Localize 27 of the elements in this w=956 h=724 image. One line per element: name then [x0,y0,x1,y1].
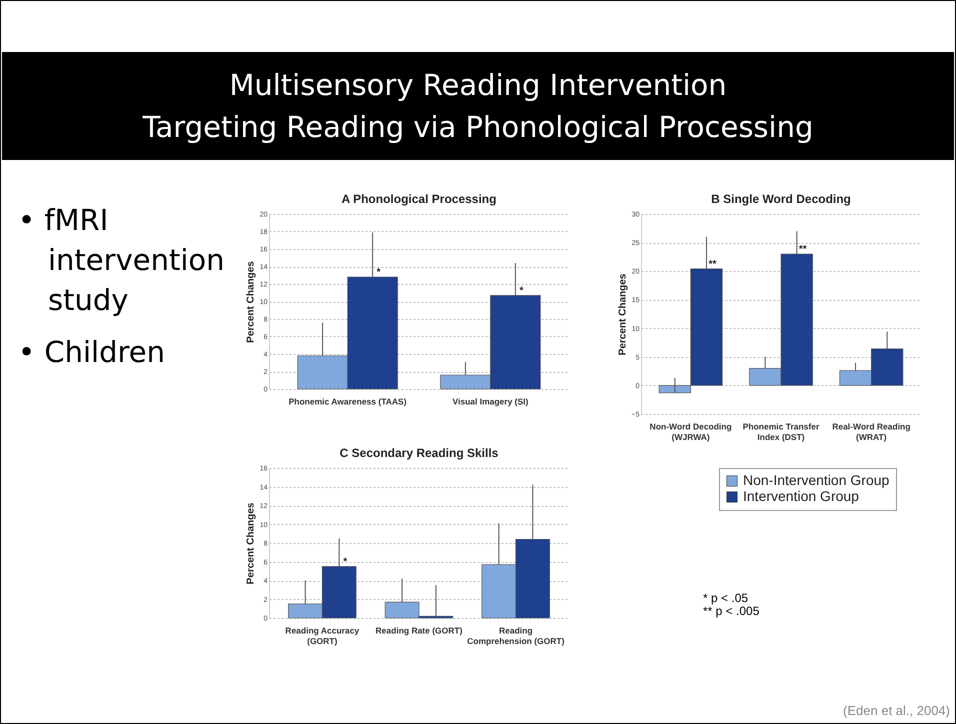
x-tick-label: Reading Accuracy (GORT) [285,626,360,646]
text: (Eden et al., 2004) [843,703,950,718]
legend-label: Intervention Group [743,488,860,504]
x-tick-label: Phonemic Transfer Index (DST) [742,422,820,442]
x-tick-label: Real-Word Reading (WRAT) [832,422,910,442]
text: Multisensory Reading Intervention Targeting Reading via Phonological Processing [2,52,954,160]
text: ** p < .005 [703,604,760,618]
x-tick-label: Non-Word Decoding (WJRWA) [650,422,732,442]
text: * p < .05 [703,591,748,605]
annotation: * [519,285,524,296]
annotation: * [376,267,381,278]
y-axis-title: Percent Changes [618,273,629,356]
x-tick-label: Phonemic Awareness (TAAS) [288,396,407,406]
chart-title: A Phonological Processing [342,192,496,206]
y-axis-title: Percent Changes [246,502,257,584]
chart-title: C Secondary Reading Skills [340,446,499,460]
annotation: ** [798,244,807,255]
legend-label: Non-Intervention Group [743,472,890,488]
chart-title: B Single Word Decoding [711,192,851,206]
y-axis-title: Percent Changes [246,260,257,343]
x-tick-label: Reading Rate (GORT) [376,626,463,636]
text: • fMRI intervention study [18,202,226,319]
text: • Children [18,334,166,371]
x-tick-label: Reading Comprehension (GORT) [467,626,565,646]
annotation: ** [708,258,716,270]
x-tick-label: Visual Imagery (SI) [452,396,529,406]
annotation: * [343,556,348,568]
